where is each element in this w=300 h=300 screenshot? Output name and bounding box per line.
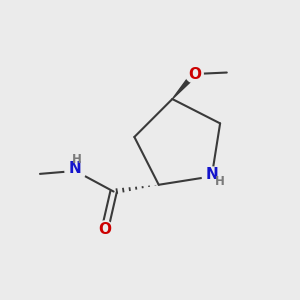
Text: N: N	[69, 161, 82, 176]
Text: H: H	[215, 175, 225, 188]
Circle shape	[96, 221, 114, 239]
Text: O: O	[188, 67, 201, 82]
Circle shape	[202, 167, 221, 186]
Circle shape	[65, 160, 85, 181]
Text: N: N	[205, 167, 218, 182]
Circle shape	[186, 65, 203, 83]
Text: O: O	[98, 222, 111, 237]
Text: H: H	[72, 153, 82, 166]
Polygon shape	[172, 72, 196, 99]
